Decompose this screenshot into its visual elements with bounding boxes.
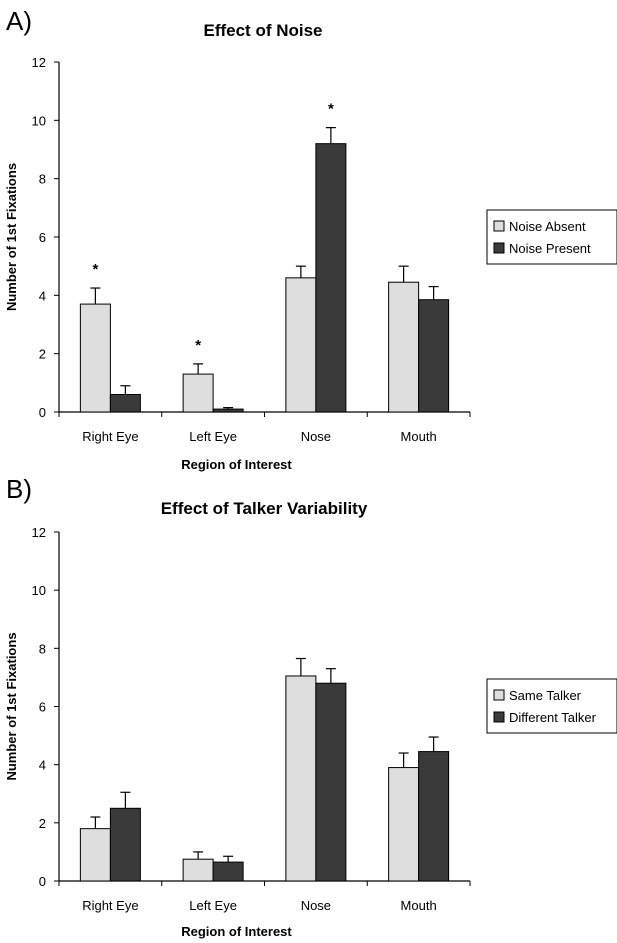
bar: [315, 143, 347, 413]
y-axis-title: Number of 1st Fixations: [4, 632, 19, 780]
chart-title: Effect of Noise: [203, 21, 322, 40]
x-tick-label: Mouth: [401, 898, 437, 913]
legend-label: Same Talker: [509, 688, 582, 703]
x-axis-title: Region of Interest: [181, 924, 292, 939]
x-tick-label: Nose: [301, 898, 331, 913]
legend-label: Noise Present: [509, 241, 591, 256]
significance-marker: *: [328, 101, 334, 118]
y-tick-label: 10: [32, 113, 46, 128]
y-tick-label: 8: [39, 641, 46, 656]
bar: [418, 299, 450, 413]
y-tick-label: 4: [39, 758, 46, 773]
y-tick-label: 12: [32, 525, 46, 540]
bar: [285, 277, 317, 413]
y-tick-label: 12: [32, 55, 46, 70]
bar: [315, 682, 347, 882]
bar: [285, 675, 317, 882]
y-tick-label: 0: [39, 874, 46, 889]
bar: [388, 767, 420, 882]
x-tick-label: Right Eye: [82, 429, 138, 444]
bar: [109, 394, 141, 413]
y-tick-label: 6: [39, 230, 46, 245]
legend-label: Different Talker: [509, 710, 597, 725]
legend-swatch: [493, 711, 505, 723]
legend-swatch: [493, 689, 505, 701]
significance-marker: *: [195, 337, 201, 354]
legend-swatch: [493, 220, 505, 232]
bar: [388, 281, 420, 413]
bar: [79, 828, 111, 882]
panel-label: A): [6, 6, 32, 36]
x-tick-label: Right Eye: [82, 898, 138, 913]
x-tick-label: Nose: [301, 429, 331, 444]
legend-label: Noise Absent: [509, 219, 586, 234]
significance-marker: *: [92, 261, 98, 278]
y-tick-label: 10: [32, 583, 46, 598]
x-tick-label: Left Eye: [189, 429, 237, 444]
legend-swatch: [493, 242, 505, 254]
legend-box: [486, 209, 617, 265]
y-tick-label: 2: [39, 816, 46, 831]
y-tick-label: 4: [39, 288, 46, 303]
chart-title: Effect of Talker Variability: [161, 499, 368, 518]
bar: [109, 807, 141, 882]
y-tick-label: 6: [39, 700, 46, 715]
x-axis-title: Region of Interest: [181, 457, 292, 472]
legend-box: [486, 678, 617, 734]
y-tick-label: 2: [39, 347, 46, 362]
bar: [79, 303, 111, 413]
bar: [212, 408, 244, 413]
x-tick-label: Left Eye: [189, 898, 237, 913]
panel-label: B): [6, 474, 32, 504]
y-tick-label: 8: [39, 172, 46, 187]
y-tick-label: 0: [39, 405, 46, 420]
x-tick-label: Mouth: [401, 429, 437, 444]
bar: [182, 373, 214, 413]
bar: [182, 858, 214, 882]
bar: [212, 861, 244, 882]
y-axis-title: Number of 1st Fixations: [4, 163, 19, 311]
bar: [418, 751, 450, 882]
